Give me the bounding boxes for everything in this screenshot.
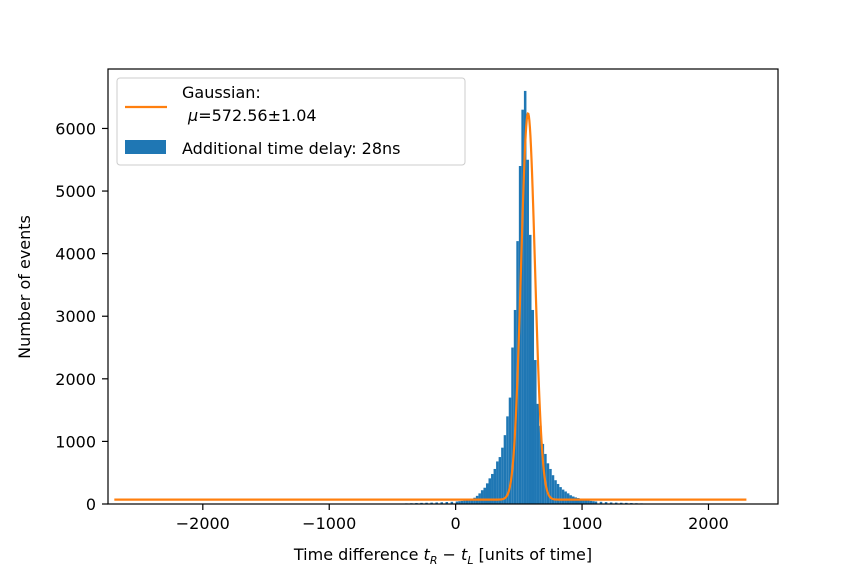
histogram-bar bbox=[587, 500, 590, 504]
x-tick-label: 1000 bbox=[562, 514, 603, 533]
histogram-bar bbox=[518, 166, 522, 504]
histogram-bar bbox=[614, 502, 618, 504]
histogram-bar bbox=[430, 502, 433, 504]
histogram-bar bbox=[526, 159, 529, 504]
plot-frame bbox=[107, 68, 779, 505]
histogram-bar bbox=[425, 502, 428, 504]
histogram-bar bbox=[559, 487, 562, 504]
histogram-bar bbox=[498, 457, 502, 504]
histogram-bar bbox=[445, 502, 449, 504]
histogram-bar bbox=[564, 491, 567, 504]
histogram-bar bbox=[460, 500, 464, 504]
histogram-bar bbox=[468, 499, 471, 504]
histogram-bar bbox=[458, 501, 461, 504]
histogram-bar bbox=[577, 498, 580, 504]
legend-histogram-label: Additional time delay: 28ns bbox=[182, 139, 401, 158]
histogram-bar bbox=[501, 447, 504, 504]
histogram-bar bbox=[541, 443, 545, 504]
histogram-bar bbox=[551, 475, 555, 504]
x-tick-label: 2000 bbox=[688, 514, 729, 533]
histogram-bar bbox=[546, 463, 550, 504]
y-axis-ticks: 0 1000 2000 3000 4000 5000 6000 bbox=[55, 119, 108, 514]
histogram-bar bbox=[473, 497, 476, 504]
y-tick-label: 1000 bbox=[55, 432, 96, 451]
histogram-bar bbox=[465, 500, 469, 504]
histogram-bar bbox=[589, 500, 593, 504]
histogram-bar bbox=[506, 416, 509, 504]
histogram-bar bbox=[579, 498, 583, 504]
legend: Gaussian: μ=572.56±1.04 Additional time … bbox=[116, 77, 466, 166]
histogram-bar bbox=[491, 473, 494, 504]
histogram-bar bbox=[599, 501, 603, 504]
gaussian-fit-line bbox=[114, 112, 747, 501]
histogram-bar bbox=[493, 468, 497, 504]
x-tick-label: 0 bbox=[451, 514, 461, 533]
legend-box bbox=[116, 77, 466, 166]
histogram-bar bbox=[582, 499, 585, 504]
histogram-bar bbox=[534, 360, 537, 504]
x-tick-label: −1000 bbox=[302, 514, 356, 533]
histogram-bar bbox=[528, 234, 532, 505]
histogram-bar bbox=[440, 502, 443, 504]
y-tick-label: 6000 bbox=[55, 119, 96, 138]
histogram-bar bbox=[584, 499, 588, 504]
histogram-bar bbox=[536, 403, 540, 504]
histogram-bar bbox=[619, 502, 623, 504]
histogram-bar bbox=[503, 435, 507, 504]
histogram-bar bbox=[511, 347, 514, 504]
histogram-bar bbox=[592, 501, 595, 504]
histogram-bar bbox=[455, 501, 459, 504]
y-tick-label: 0 bbox=[86, 495, 96, 514]
histogram-bar bbox=[450, 501, 454, 504]
histogram-bars bbox=[400, 90, 648, 505]
histogram-bar bbox=[531, 309, 535, 504]
histogram-bar bbox=[604, 502, 608, 504]
histogram-bar bbox=[609, 502, 613, 504]
histogram-bar bbox=[554, 480, 557, 504]
histogram-bar bbox=[480, 490, 484, 504]
histogram-bar bbox=[463, 500, 466, 504]
histogram-bar bbox=[508, 397, 512, 504]
x-tick-label: −2000 bbox=[176, 514, 230, 533]
x-axis-ticks: −2000 −1000 0 1000 2000 bbox=[176, 504, 729, 533]
y-tick-label: 5000 bbox=[55, 182, 96, 201]
histogram-bar bbox=[488, 478, 492, 504]
legend-fit-label-line1: Gaussian: bbox=[182, 83, 261, 102]
legend-histogram-swatch bbox=[125, 140, 166, 154]
y-tick-label: 4000 bbox=[55, 245, 96, 264]
histogram-bar bbox=[539, 425, 542, 504]
histogram-bar bbox=[470, 498, 474, 504]
legend-fit-label-line2: μ=572.56±1.04 bbox=[187, 106, 317, 125]
histogram-bar bbox=[549, 468, 552, 504]
histogram-bar bbox=[496, 461, 499, 504]
histogram-bar bbox=[561, 489, 565, 504]
histogram-bar bbox=[435, 502, 438, 504]
histogram-bar bbox=[485, 483, 489, 504]
histogram-bar bbox=[513, 309, 517, 504]
x-axis-label: Time difference tR − tL [units of time] bbox=[293, 545, 592, 567]
y-axis-label: Number of events bbox=[15, 215, 34, 359]
histogram-bar bbox=[523, 90, 527, 504]
histogram-bar bbox=[556, 483, 560, 504]
histogram-bar bbox=[521, 109, 524, 505]
y-tick-label: 3000 bbox=[55, 307, 96, 326]
y-tick-label: 2000 bbox=[55, 370, 96, 389]
histogram-bar bbox=[594, 501, 598, 504]
histogram-bar bbox=[483, 487, 486, 504]
